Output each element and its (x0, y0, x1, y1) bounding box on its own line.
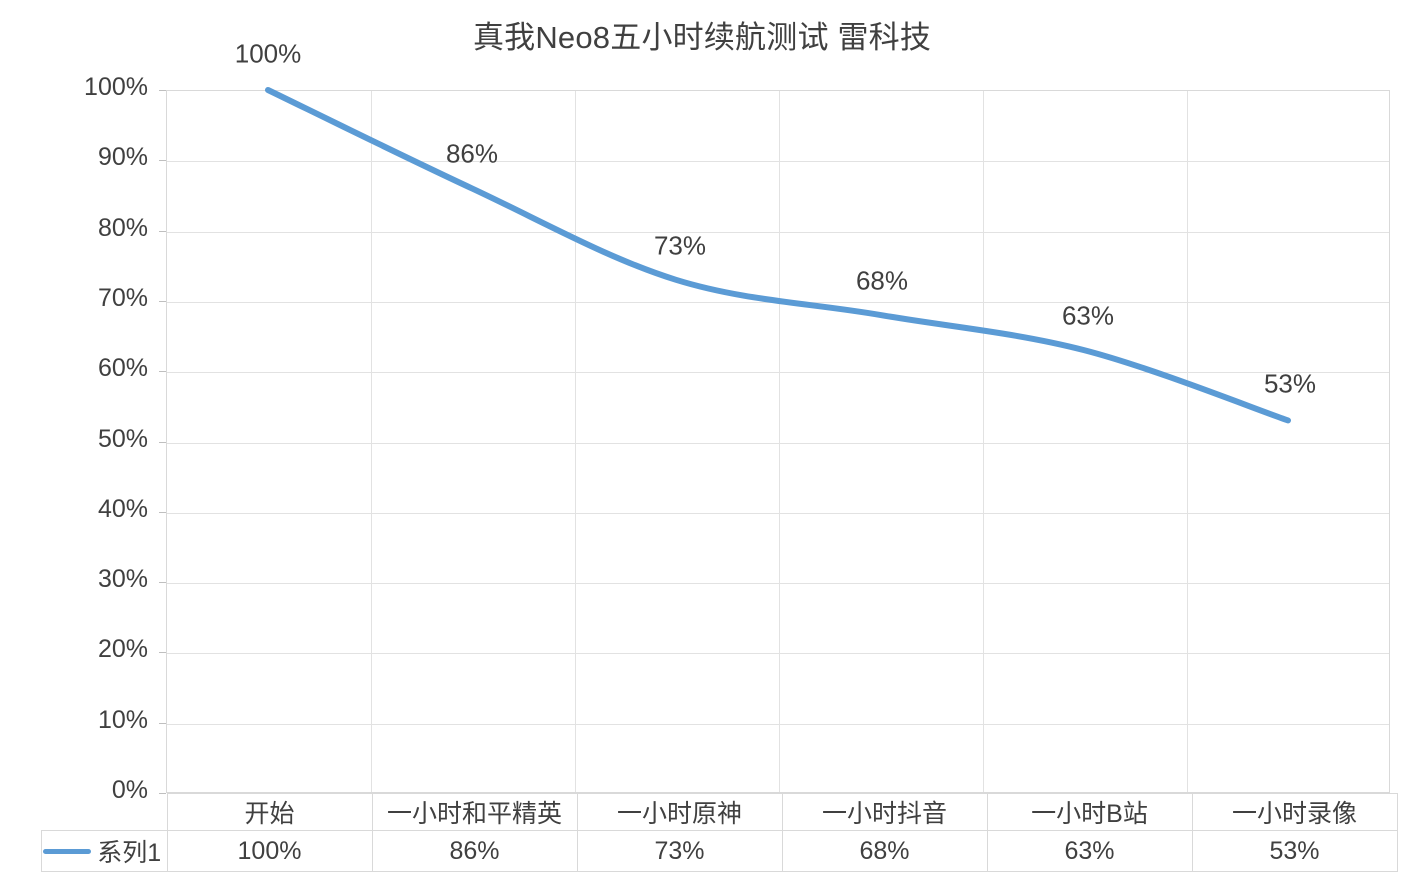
table-cell-category: 一小时B站 (986, 793, 1193, 831)
y-axis-tick (159, 441, 166, 443)
data-table: 开始 一小时和平精英 一小时原神 一小时抖音 一小时B站 一小时录像 系列1 100% 86… (41, 793, 1398, 872)
table-cell-value: 53% (1191, 830, 1398, 872)
y-axis-tick (159, 722, 166, 724)
y-axis-label: 10% (97, 705, 148, 734)
data-point-label: 63% (1061, 300, 1115, 331)
y-axis-label: 100% (84, 73, 148, 101)
table-cell-value: 68% (781, 830, 988, 872)
table-cell-category: 一小时录像 (1191, 793, 1398, 831)
legend-cell: 系列1 (41, 830, 168, 872)
y-axis-label: 0% (111, 776, 148, 804)
y-axis-label: 60% (97, 354, 148, 383)
horizontal-gridline (167, 723, 1389, 725)
table-row-categories: 开始 一小时和平精英 一小时原神 一小时抖音 一小时B站 一小时录像 (42, 793, 1398, 831)
data-point-label: 86% (445, 138, 499, 169)
data-point-label: 73% (653, 230, 707, 261)
horizontal-gridline (167, 231, 1389, 233)
table-cell-category: 开始 (166, 793, 373, 831)
vertical-gridline (779, 91, 780, 792)
horizontal-gridline (167, 301, 1389, 303)
horizontal-gridline (167, 583, 1389, 585)
table-cell-category: 一小时和平精英 (371, 793, 578, 831)
line-swatch-icon (43, 848, 92, 854)
y-axis-tick (159, 160, 166, 162)
y-axis-tick (159, 511, 166, 513)
horizontal-gridline (167, 161, 1389, 163)
chart-title: 真我Neo8五小时续航测试 雷科技 (472, 20, 932, 55)
y-axis-label: 50% (97, 424, 148, 453)
horizontal-gridline (167, 512, 1389, 514)
y-axis-tick (159, 582, 166, 584)
data-point-label: 100% (234, 38, 302, 69)
legend-cell-spacer (42, 794, 168, 831)
table-cell-category: 一小时原神 (576, 793, 783, 831)
table-row-values: 系列1 100% 86% 73% 68% 63% 53% (41, 830, 1398, 872)
y-axis-label: 80% (97, 213, 148, 242)
y-axis-label: 70% (97, 283, 148, 312)
vertical-gridline (1187, 91, 1188, 792)
data-point-label: 68% (855, 265, 909, 296)
table-cell-value: 73% (576, 830, 783, 872)
y-axis-label: 90% (97, 143, 148, 172)
y-axis-tick (159, 652, 166, 654)
table-cell-category: 一小时抖音 (781, 793, 988, 831)
data-point-label: 53% (1263, 368, 1317, 399)
horizontal-gridline (167, 442, 1389, 444)
y-axis-tick (159, 230, 166, 232)
plot-area (166, 90, 1390, 793)
y-axis-label: 30% (97, 565, 148, 594)
vertical-gridline (575, 91, 576, 792)
y-axis-tick (159, 793, 166, 794)
vertical-gridline (371, 91, 372, 792)
legend-series-label: 系列1 (97, 839, 162, 867)
y-axis-tick (159, 371, 166, 373)
y-axis-tick (159, 300, 166, 302)
y-axis-label: 40% (97, 494, 148, 523)
y-axis-label: 20% (97, 635, 148, 664)
horizontal-gridline (167, 653, 1389, 655)
table-cell-value: 63% (986, 830, 1193, 872)
vertical-gridline (983, 91, 984, 792)
y-axis-tick (159, 90, 166, 91)
table-cell-value: 100% (166, 830, 373, 872)
horizontal-gridline (167, 372, 1389, 374)
table-cell-value: 86% (371, 830, 578, 872)
